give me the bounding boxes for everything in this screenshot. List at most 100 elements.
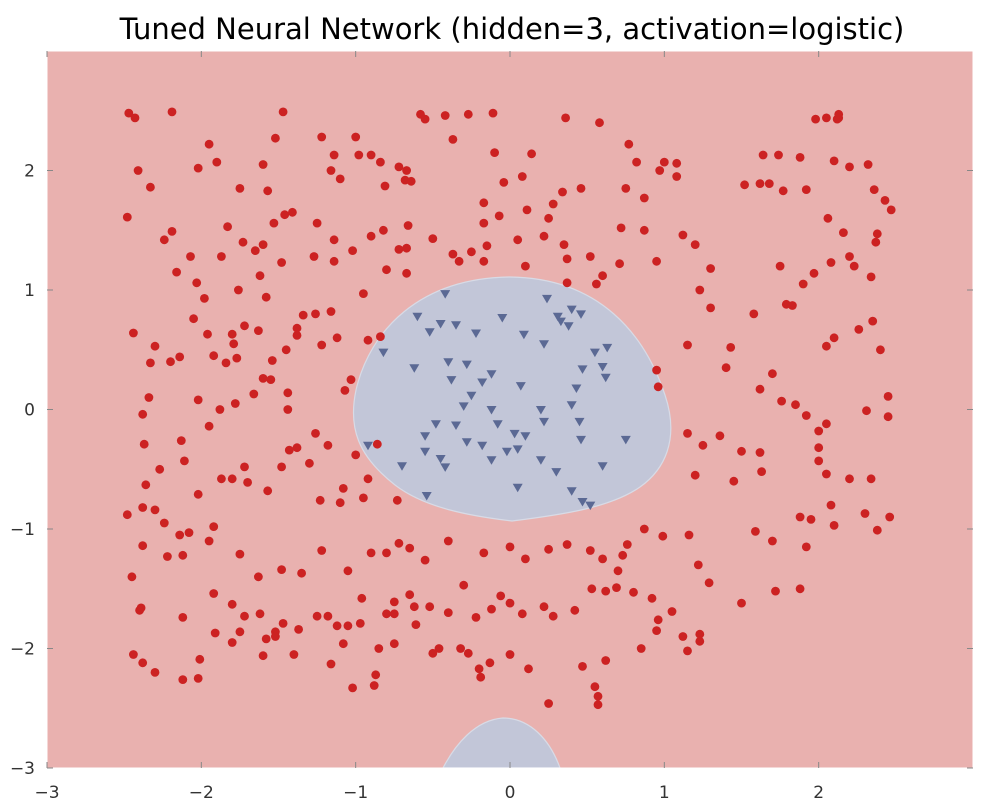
data-point-circle-284: [283, 405, 293, 414]
data-point-circle-270: [277, 462, 286, 472]
data-point-circle-154: [612, 583, 621, 592]
data-point-circle-195: [227, 638, 237, 647]
data-point-circle-192: [261, 634, 271, 644]
data-point-circle-33: [406, 176, 416, 186]
data-point-triangle-11: [563, 322, 574, 331]
data-point-circle-351: [258, 240, 268, 250]
data-point-circle-63: [678, 230, 688, 240]
data-point-circle-213: [312, 611, 322, 621]
data-point-circle-6: [167, 227, 177, 236]
data-point-circle-340: [513, 235, 523, 245]
data-point-circle-90: [826, 258, 836, 267]
data-point-circle-181: [409, 602, 419, 612]
data-point-circle-324: [329, 256, 339, 266]
data-point-circle-316: [326, 307, 336, 316]
data-point-circle-146: [693, 560, 703, 570]
data-point-circle-292: [180, 456, 189, 466]
data-point-circle-319: [340, 386, 350, 395]
data-point-circle-178: [434, 644, 444, 653]
data-point-circle-265: [217, 474, 226, 484]
data-point-circle-219: [382, 609, 391, 619]
data-point-triangle-27: [363, 441, 373, 451]
data-point-circle-145: [704, 578, 714, 588]
data-point-circle-128: [829, 521, 839, 530]
data-point-circle-228: [505, 598, 515, 608]
data-point-circle-293: [193, 489, 203, 499]
x-tick-label-2: −1: [343, 783, 368, 802]
data-point-circle-74: [795, 153, 805, 162]
data-point-circle-11: [212, 157, 222, 167]
class1-decision-regions: [352, 276, 672, 768]
data-point-circle-246: [366, 548, 376, 558]
data-point-circle-291: [176, 436, 186, 445]
data-point-triangle-15: [443, 358, 454, 367]
data-point-circle-124: [885, 512, 895, 522]
y-tick-label-0: −3: [10, 759, 35, 779]
data-point-circle-350: [277, 258, 286, 267]
data-point-circle-259: [138, 503, 148, 512]
data-point-circle-208: [240, 611, 249, 621]
data-point-circle-100: [706, 303, 715, 313]
data-point-circle-9: [204, 139, 214, 149]
data-point-triangle-41: [420, 432, 431, 441]
data-point-circle-211: [278, 619, 288, 628]
data-point-circle-287: [249, 389, 259, 399]
data-point-circle-144: [737, 598, 746, 608]
data-point-circle-215: [332, 621, 342, 631]
data-point-circle-357: [261, 292, 271, 302]
data-point-circle-57: [494, 211, 504, 221]
data-point-circle-341: [521, 261, 530, 271]
data-point-triangle-16: [461, 360, 472, 370]
data-point-triangle-29: [420, 447, 431, 457]
data-point-circle-254: [178, 550, 188, 560]
data-point-circle-364: [292, 323, 302, 333]
data-point-triangle-35: [535, 456, 546, 465]
data-point-triangle-20: [539, 340, 549, 349]
data-point-triangle-6: [497, 314, 508, 323]
data-point-circle-222: [425, 602, 435, 612]
data-point-circle-67: [740, 180, 749, 190]
data-point-triangle-0: [440, 290, 451, 299]
data-point-circle-31: [402, 166, 411, 175]
data-point-circle-322: [376, 332, 385, 341]
data-point-circle-86: [839, 228, 848, 238]
chart-title-part-1: Tuned Neural Network (: [119, 12, 462, 46]
data-point-triangle-37: [566, 487, 577, 496]
data-point-circle-26: [354, 150, 364, 160]
data-point-circle-342: [539, 231, 549, 241]
data-point-circle-142: [795, 584, 805, 594]
data-point-circle-216: [343, 621, 353, 631]
data-point-circle-39: [488, 108, 498, 118]
data-point-circle-162: [683, 646, 692, 656]
y-tick-label-3: 0: [24, 401, 35, 421]
data-point-triangle-19: [486, 370, 497, 379]
data-point-circle-275: [338, 484, 348, 493]
y-tick-label-1: −2: [10, 640, 35, 660]
data-point-circle-339: [479, 256, 489, 266]
data-point-circle-238: [521, 554, 530, 564]
data-point-circle-210: [271, 632, 280, 641]
data-point-circle-45: [632, 157, 641, 167]
data-point-triangle-54: [600, 373, 611, 383]
data-point-circle-248: [317, 546, 327, 555]
data-point-circle-30: [394, 162, 404, 172]
data-point-circle-308: [240, 321, 249, 331]
data-point-circle-268: [243, 478, 253, 487]
data-point-circle-172: [505, 650, 515, 659]
data-point-circle-261: [159, 518, 169, 528]
data-point-circle-245: [382, 548, 391, 558]
data-point-circle-159: [678, 632, 688, 641]
data-point-circle-187: [348, 683, 357, 693]
data-point-circle-276: [359, 493, 368, 503]
data-point-circle-278: [392, 495, 402, 505]
data-point-circle-14: [271, 133, 280, 143]
data-point-circle-241: [443, 536, 453, 546]
data-point-circle-12: [235, 184, 245, 193]
data-point-circle-309: [254, 326, 263, 335]
data-point-circle-115: [883, 412, 893, 422]
data-point-circle-230: [539, 602, 549, 612]
data-point-circle-3: [133, 166, 143, 175]
data-point-circle-120: [814, 456, 824, 466]
data-point-circle-16: [263, 186, 273, 196]
data-point-circle-165: [601, 656, 611, 665]
